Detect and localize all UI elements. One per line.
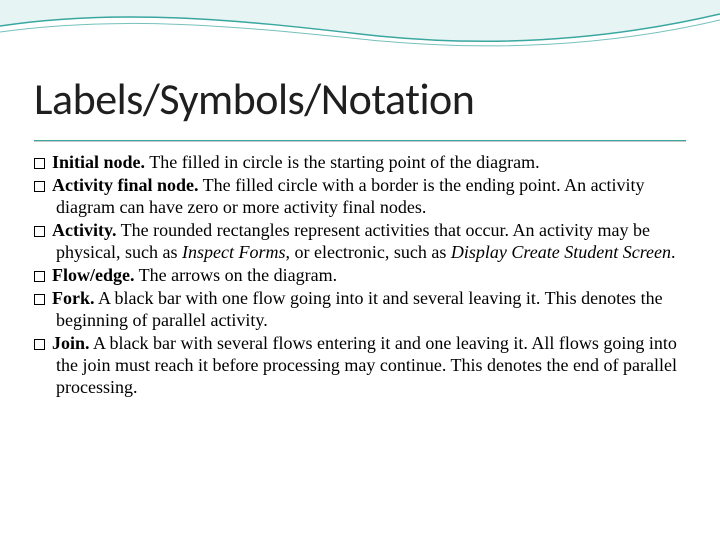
definition: A black bar with one flow going into it … — [56, 288, 663, 330]
slide-title: Labels/Symbols/Notation — [34, 72, 686, 126]
list-item: Activity final node. The filled circle w… — [34, 175, 686, 219]
bullet-icon — [34, 158, 45, 169]
list-item: Fork. A black bar with one flow going in… — [34, 288, 686, 332]
term: Activity. — [52, 220, 117, 240]
italic-text: Display Create Student Screen — [451, 242, 671, 262]
definition: The filled in circle is the starting poi… — [145, 152, 540, 172]
term: Initial node. — [52, 152, 145, 172]
term: Flow/edge. — [52, 265, 135, 285]
term: Join. — [52, 333, 90, 353]
definition: The arrows on the diagram. — [135, 265, 338, 285]
italic-text: Inspect Forms — [182, 242, 285, 262]
list-item: Initial node. The filled in circle is th… — [34, 152, 686, 174]
bullet-list: Initial node. The filled in circle is th… — [34, 152, 686, 398]
definition: . — [671, 242, 676, 262]
list-item: Join. A black bar with several flows ent… — [34, 333, 686, 399]
bullet-icon — [34, 339, 45, 350]
term: Activity final node. — [52, 175, 199, 195]
slide-content: Labels/Symbols/Notation Initial node. Th… — [0, 0, 720, 398]
bullet-icon — [34, 294, 45, 305]
title-underline — [34, 140, 686, 142]
definition: A black bar with several flows entering … — [56, 333, 677, 397]
list-item: Flow/edge. The arrows on the diagram. — [34, 265, 686, 287]
term: Fork. — [52, 288, 95, 308]
list-item: Activity. The rounded rectangles represe… — [34, 220, 686, 264]
bullet-icon — [34, 271, 45, 282]
bullet-icon — [34, 226, 45, 237]
definition: , or electronic, such as — [285, 242, 450, 262]
bullet-icon — [34, 181, 45, 192]
